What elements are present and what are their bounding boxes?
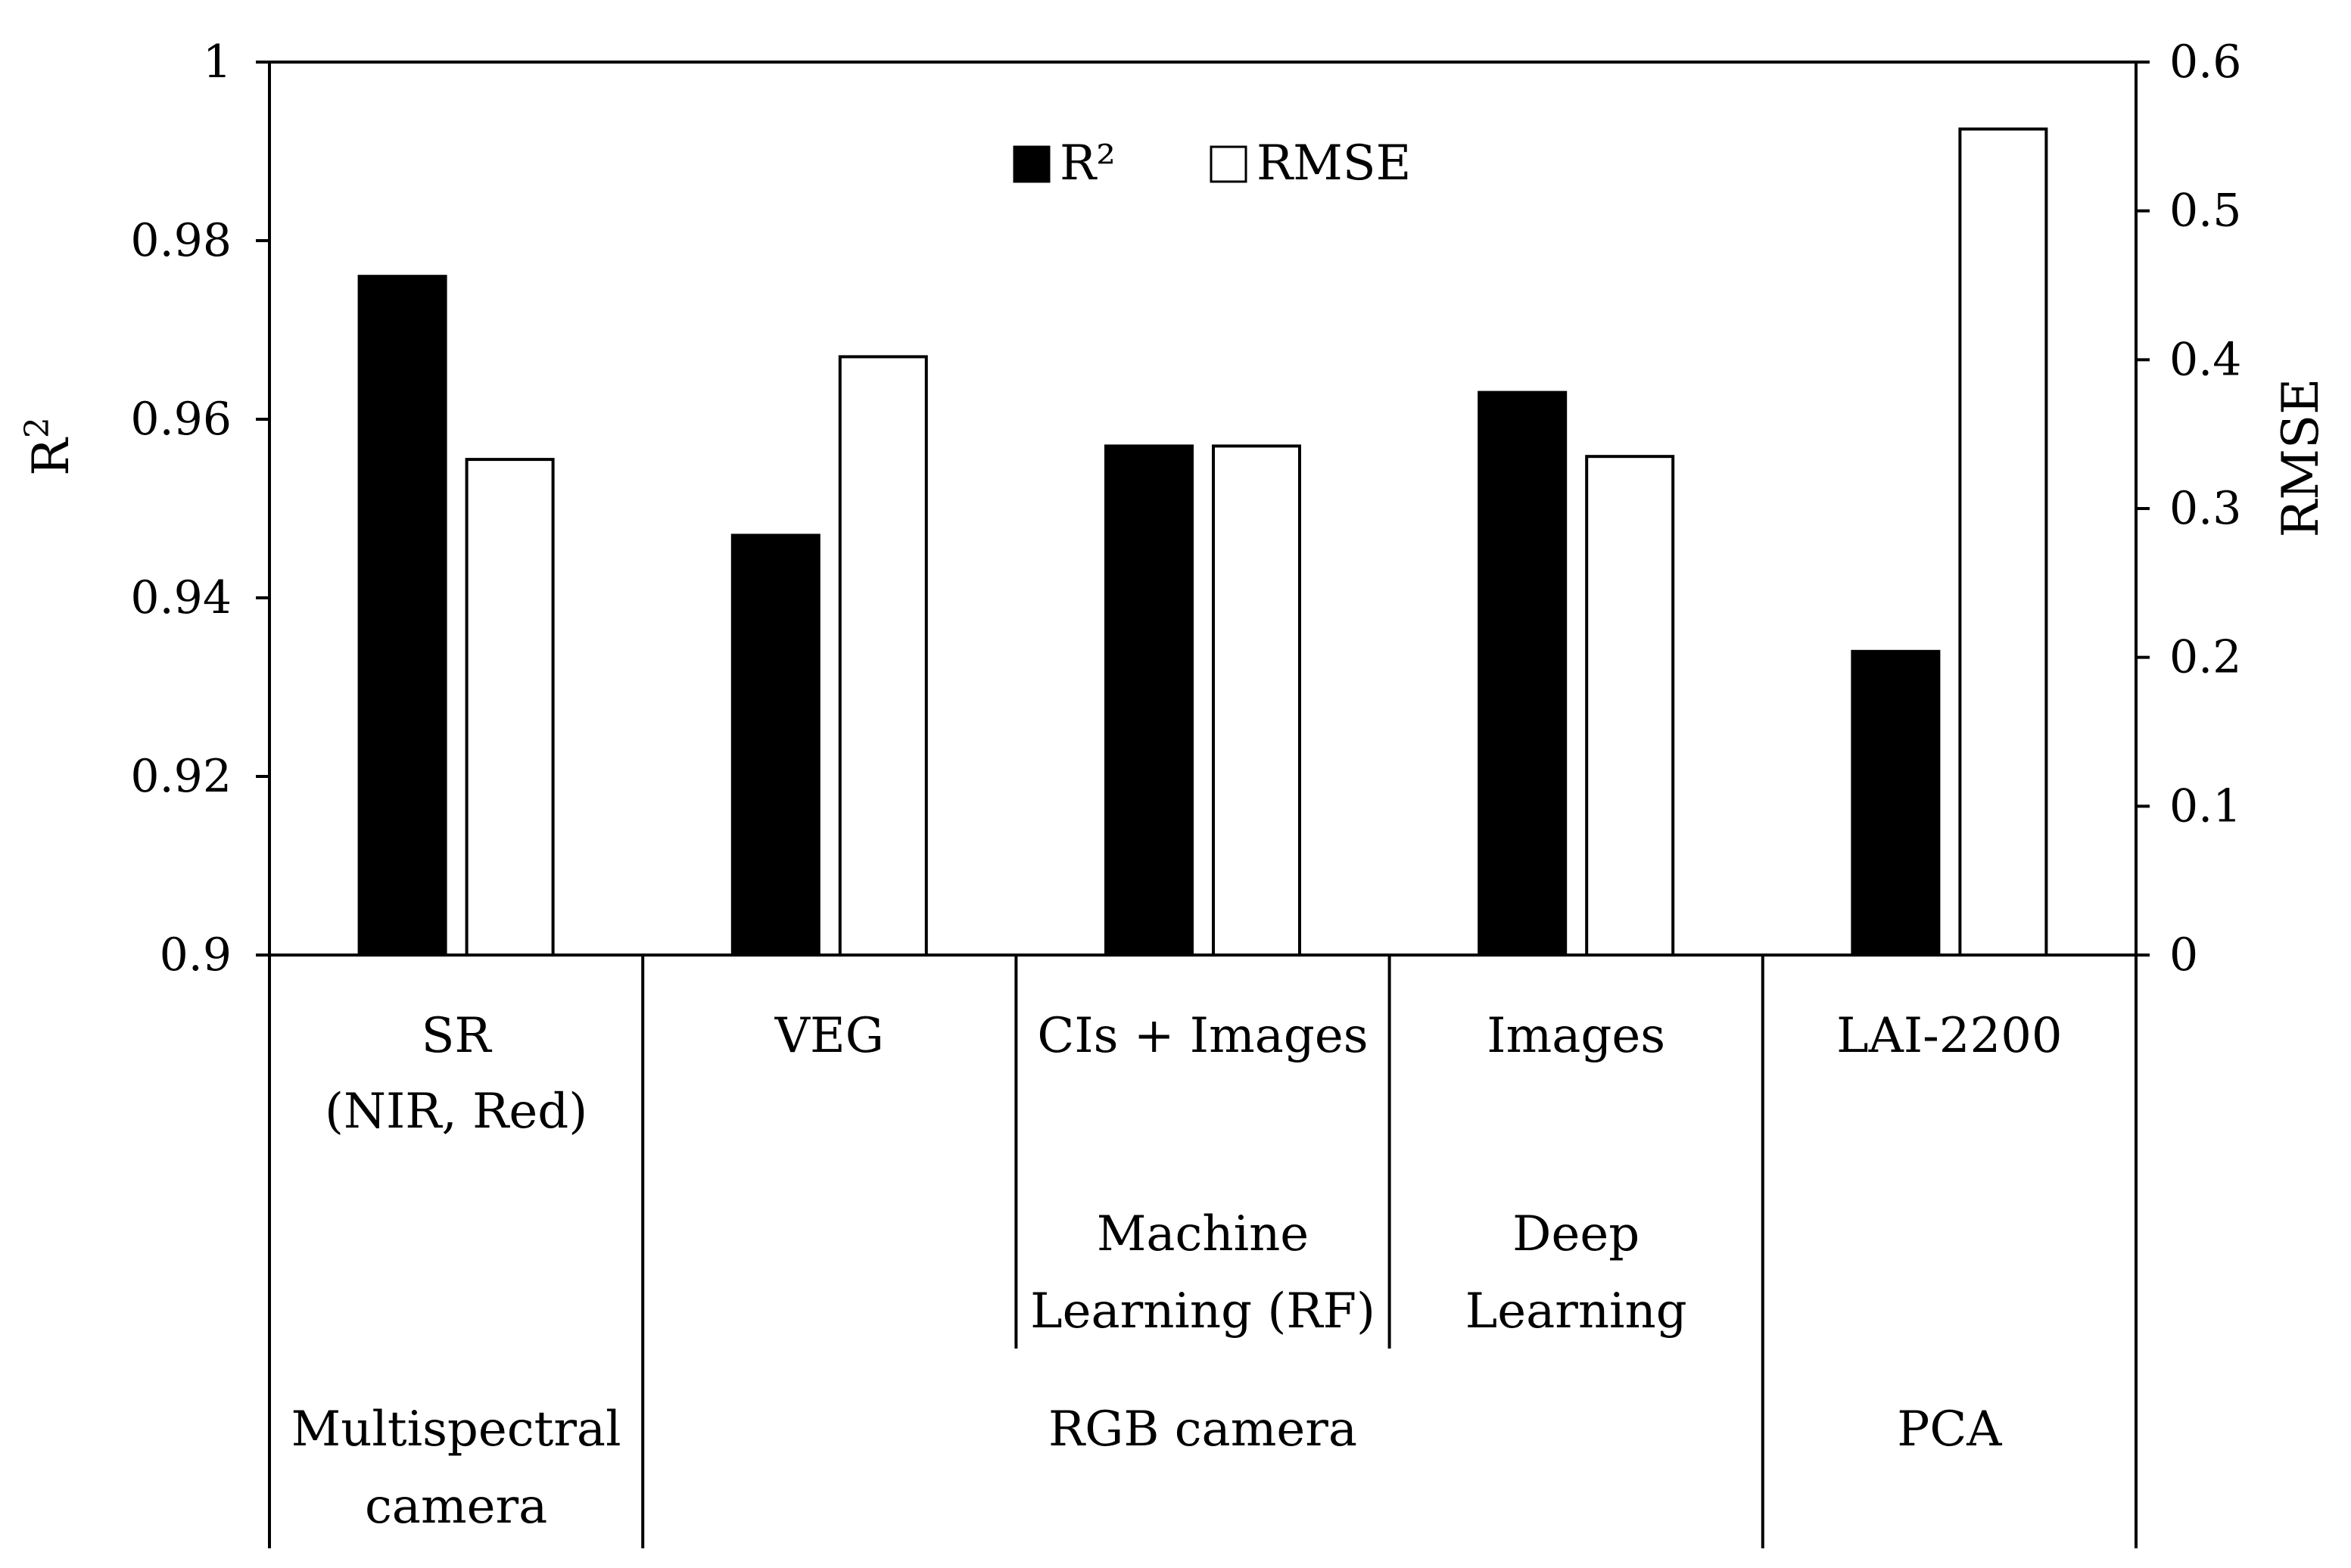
axis-ticks: 0.9 0.92 0.94 0.96 0.98 1 0 0.1 0.2 0.3 0.4 0.5 0.6 [130,36,2241,982]
bar-rmse [1212,444,1301,957]
category-label: VEG [774,1008,884,1064]
legend: R² RMSE [1013,135,1411,191]
y2-tick-label: 0.5 [2169,185,2241,238]
bar-r2 [1478,390,1568,957]
bar-rmse [465,458,555,957]
bar-r2 [1851,649,1941,957]
category-table: SR (NIR, Red) VEG CIs + Images Images LAI-220… [291,955,2063,1548]
bar-r2 [357,275,447,957]
y-tick-label: 0.9 [160,929,232,982]
sensor-group-label: Multispectral camera [291,1402,621,1535]
sensor-group-label-line-2: camera [365,1479,547,1535]
y2-axis-title: RMSE [2272,378,2330,538]
y-tick-label: 0.96 [130,393,232,446]
y2-tick-label: 0.2 [2169,631,2241,684]
y2-tick-label: 0 [2169,929,2198,982]
category-label-line-1: CIs + Images [1037,1008,1368,1064]
category-label-line-1: VEG [774,1008,884,1064]
y-tick-label: 1 [203,36,232,89]
method-group-label-line-2: Learning [1465,1283,1687,1339]
plot-frame [268,61,2138,1548]
method-group-label-line-2: Learning (RF) [1030,1283,1375,1339]
legend-label-r2: R² [1060,135,1116,191]
y-axis-title: R2 [18,417,80,476]
sensor-group-label-line-1: PCA [1897,1402,2002,1458]
y2-tick-label: 0.4 [2169,333,2241,386]
category-label: CIs + Images [1037,1008,1368,1064]
y-tick-label: 0.92 [130,750,232,803]
bar-rmse [1585,455,1675,957]
method-group-label-line-1: Machine [1097,1206,1309,1262]
bar-r2 [730,534,821,957]
category-label-line-2: (NIR, Red) [325,1084,587,1140]
sensor-group-label: RGB camera [1048,1402,1357,1458]
y-tick-label: 0.94 [130,571,232,624]
sensor-group-label-line-1: Multispectral [291,1402,621,1458]
bar-rmse [838,355,928,957]
y2-tick-label: 0.1 [2169,779,2241,832]
sensor-group-label: PCA [1897,1402,2002,1458]
legend-label-rmse: RMSE [1256,135,1411,191]
category-label-line-1: SR [422,1008,493,1064]
legend-swatch-rmse [1210,145,1247,183]
category-label-line-1: LAI-2200 [1836,1008,2063,1064]
y-axis-title-main: R [22,437,80,476]
category-label: Images [1487,1008,1665,1064]
bar-rmse [1958,127,2048,957]
bar-r2 [1104,444,1194,957]
method-group-label: Machine Learning (RF) [1030,1206,1375,1339]
y2-tick-label: 0.3 [2169,482,2241,535]
bars [357,127,2048,957]
legend-swatch-r2 [1013,145,1051,183]
method-group-label-line-1: Deep [1512,1206,1639,1262]
category-label: SR (NIR, Red) [325,1008,587,1140]
sensor-group-label-line-1: RGB camera [1048,1402,1357,1458]
y2-tick-label: 0.6 [2169,36,2241,89]
category-label-line-1: Images [1487,1008,1665,1064]
category-label: LAI-2200 [1836,1008,2063,1064]
method-group-label: Deep Learning [1465,1206,1687,1339]
y-tick-label: 0.98 [130,214,232,267]
y-axis-title-sup: 2 [18,417,57,438]
